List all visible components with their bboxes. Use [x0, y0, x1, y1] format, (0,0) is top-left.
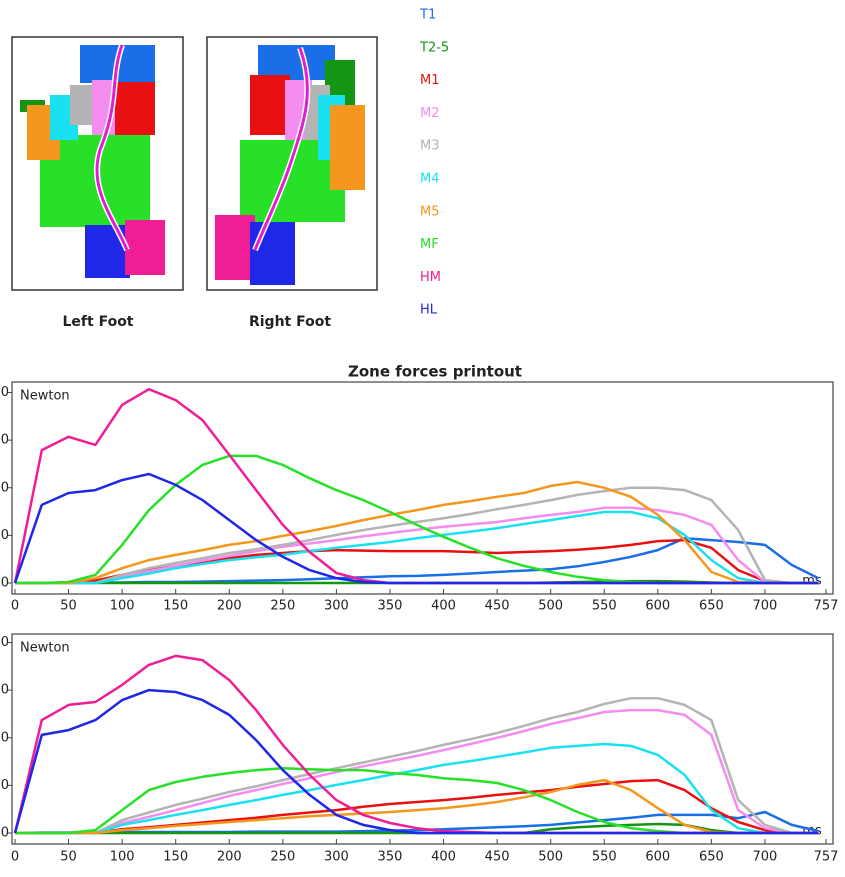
x-tick-label: 250: [270, 850, 295, 865]
x-tick-label: 150: [163, 599, 188, 614]
x-tick-label: 650: [699, 599, 724, 614]
legend-entry: HL: [420, 303, 438, 318]
right-foot: [207, 37, 377, 290]
legend-entry: MF: [420, 237, 439, 252]
x-tick-label: 600: [645, 599, 670, 614]
x-tick-label: 550: [592, 850, 617, 865]
y-tick-label: 200: [0, 480, 9, 495]
page: {"feet": {"left": "Left Foot", "right": …: [0, 0, 845, 873]
legend-entry: M1: [420, 73, 440, 88]
legend-entry: M5: [420, 204, 440, 219]
foot-label: Right Foot: [249, 314, 331, 330]
y-tick-label: 100: [0, 528, 9, 543]
legend-entry: HM: [420, 270, 441, 285]
y-axis-label: Newton: [20, 641, 70, 656]
y-tick-label: 0: [1, 576, 9, 591]
x-tick-label: 700: [753, 599, 778, 614]
x-tick-label: 50: [60, 850, 77, 865]
x-tick-label: 150: [163, 850, 188, 865]
x-tick-label: 0: [11, 850, 19, 865]
x-tick-label: 500: [538, 850, 563, 865]
x-tick-label: 0: [11, 599, 19, 614]
x-tick-label: 350: [378, 599, 403, 614]
x-tick-label: 350: [378, 850, 403, 865]
x-tick-label: 450: [485, 850, 510, 865]
plot-frame: [12, 382, 833, 594]
y-axis-label: Newton: [20, 389, 70, 404]
x-tick-label: 400: [431, 850, 456, 865]
y-tick-label: 400: [0, 635, 9, 650]
x-tick-label: 400: [431, 599, 456, 614]
x-tick-label: 200: [217, 599, 242, 614]
chart-title: Zone forces printout: [348, 363, 522, 381]
y-tick-label: 200: [0, 730, 9, 745]
plot-frame: [12, 634, 833, 844]
x-tick-label: 200: [217, 850, 242, 865]
x-tick-label: 757: [814, 850, 839, 865]
legend-entry: M3: [420, 139, 440, 154]
x-axis-label: ms: [802, 824, 822, 839]
legend-entry: T1: [419, 8, 436, 23]
x-tick-label: 600: [645, 850, 670, 865]
x-tick-label: 100: [110, 850, 135, 865]
x-tick-label: 250: [270, 599, 295, 614]
legend-entry: M2: [420, 106, 440, 121]
y-tick-label: 100: [0, 778, 9, 793]
left-foot: [12, 37, 183, 290]
x-tick-label: 550: [592, 599, 617, 614]
x-tick-label: 757: [814, 599, 839, 614]
screenshot: Left Foot Right Foot Zone forces printou…: [0, 0, 845, 873]
x-tick-label: 500: [538, 599, 563, 614]
x-tick-label: 650: [699, 850, 724, 865]
y-tick-label: 300: [0, 683, 9, 698]
y-tick-label: 300: [0, 433, 9, 448]
y-tick-label: 0: [1, 826, 9, 841]
x-tick-label: 300: [324, 850, 349, 865]
x-tick-label: 50: [60, 599, 77, 614]
x-tick-label: 100: [110, 599, 135, 614]
x-tick-label: 450: [485, 599, 510, 614]
legend-entry: M4: [420, 172, 440, 187]
y-tick-label: 400: [0, 385, 9, 400]
foot-label: Left Foot: [63, 314, 134, 330]
legend-entry: T2-5: [419, 40, 449, 55]
x-tick-label: 300: [324, 599, 349, 614]
x-tick-label: 700: [753, 850, 778, 865]
